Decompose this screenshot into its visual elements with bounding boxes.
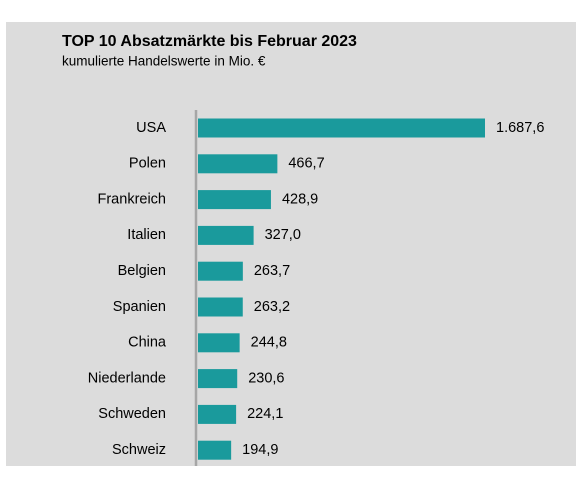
category-label: Schweiz <box>112 442 166 458</box>
chart-subtitle: kumulierte Handelswerte in Mio. € <box>62 54 266 69</box>
bar <box>198 225 254 245</box>
bar <box>198 440 232 460</box>
bar <box>198 297 243 317</box>
bar <box>198 404 237 424</box>
chart-title: TOP 10 Absatzmärkte bis Februar 2023 <box>62 33 357 50</box>
value-label: 230,6 <box>248 370 284 386</box>
category-label: Polen <box>129 156 166 172</box>
value-label: 466,7 <box>288 156 324 172</box>
chart-panel <box>6 22 576 466</box>
category-label: Niederlande <box>88 370 166 386</box>
bar <box>198 154 278 174</box>
bar <box>198 369 238 389</box>
category-label: Spanien <box>113 299 166 315</box>
value-label: 194,9 <box>242 442 278 458</box>
category-label: Italien <box>127 227 166 243</box>
category-label: Belgien <box>118 263 166 279</box>
value-label: 263,2 <box>254 299 290 315</box>
bar <box>198 118 485 138</box>
bar <box>198 333 240 353</box>
category-label: China <box>128 335 167 351</box>
category-label: Schweden <box>98 406 166 422</box>
value-label: 428,9 <box>282 191 318 207</box>
value-label: 244,8 <box>251 335 287 351</box>
bar <box>198 190 271 210</box>
value-label: 1.687,6 <box>496 120 544 136</box>
value-label: 263,7 <box>254 263 290 279</box>
bar <box>198 261 243 281</box>
value-label: 224,1 <box>247 406 283 422</box>
value-label: 327,0 <box>265 227 301 243</box>
category-label: USA <box>136 120 166 136</box>
category-label: Frankreich <box>98 191 167 207</box>
